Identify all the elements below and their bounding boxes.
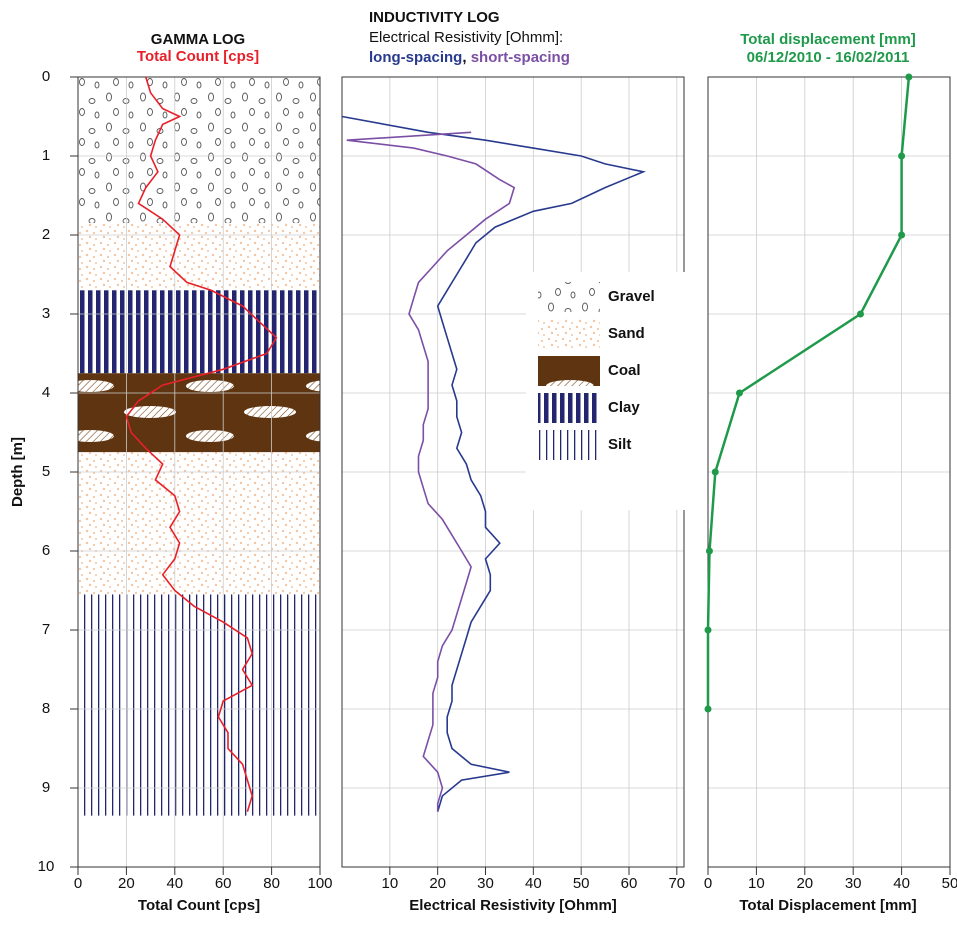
legend-label: Sand: [608, 325, 645, 342]
legend: long-spacing, short-spacing: [369, 49, 570, 66]
legend-swatch: [538, 393, 600, 423]
lithology-layer: [78, 452, 320, 595]
x-axis-label: Electrical Resistivity [Ohmm]: [409, 897, 617, 914]
x-tick-label: 0: [704, 875, 712, 892]
legend: Gravel Sand Coal Clay Silt: [526, 272, 686, 510]
grid: [70, 76, 951, 875]
point: [704, 705, 712, 713]
legend-label: Coal: [608, 362, 641, 379]
legend-label: Gravel: [608, 288, 655, 305]
y-tick-label: 8: [42, 700, 50, 717]
plot-frame: [707, 76, 951, 868]
y-axis-label: Depth [m]: [9, 437, 26, 507]
x-tick-label: 10: [381, 875, 398, 892]
y-tick-label: 9: [42, 779, 50, 796]
x-tick-label: 100: [307, 875, 332, 892]
lithology-layer: [78, 373, 320, 453]
y-tick-label: 4: [42, 384, 50, 401]
y-tick-label: 5: [42, 463, 50, 480]
point: [704, 626, 712, 634]
plot-frame: [77, 76, 321, 868]
x-tick-label: 20: [796, 875, 813, 892]
x-tick-label: 30: [845, 875, 862, 892]
point: [705, 547, 713, 555]
labels: GAMMA LOG Total Count [cps] INDUCTIVITY …: [9, 9, 957, 914]
legend-swatch: [538, 319, 600, 349]
x-tick-label: 40: [525, 875, 542, 892]
curves: [125, 73, 913, 812]
x-axis-label: Total Displacement [mm]: [739, 897, 916, 914]
chart-subtitle: 06/12/2010 - 16/02/2011: [747, 49, 910, 66]
x-tick-label: 40: [893, 875, 910, 892]
legend-label: long-spacing: [369, 49, 462, 66]
x-tick-label: 20: [118, 875, 135, 892]
point: [898, 152, 906, 160]
x-tick-label: 70: [668, 875, 685, 892]
series-line: [341, 115, 647, 812]
chart-title: INDUCTIVITY LOG: [369, 9, 500, 26]
lithology-layer: [78, 77, 320, 224]
separator: ,: [462, 49, 466, 66]
lithology-layer: [78, 594, 320, 816]
legend-label: Silt: [608, 436, 631, 453]
y-tick-label: 0: [42, 68, 50, 85]
point: [735, 389, 743, 397]
chart-title: Total displacement [mm]: [740, 31, 916, 48]
y-tick-label: 10: [38, 858, 55, 875]
x-tick-label: 50: [942, 875, 957, 892]
y-tick-label: 6: [42, 542, 50, 559]
x-axis-label: Total Count [cps]: [138, 897, 260, 914]
y-tick-label: 1: [42, 147, 50, 164]
legend-swatch: [538, 430, 600, 460]
legend-swatch: [538, 282, 600, 312]
x-tick-label: 60: [621, 875, 638, 892]
point: [898, 231, 906, 239]
x-tick-label: 80: [263, 875, 280, 892]
lithology-column: [78, 77, 320, 816]
x-tick-label: 40: [166, 875, 183, 892]
point: [856, 310, 864, 318]
x-tick-label: 0: [74, 875, 82, 892]
legend-swatch: [538, 356, 600, 386]
point: [711, 468, 719, 476]
y-tick-label: 2: [42, 226, 50, 243]
y-tick-label: 3: [42, 305, 50, 322]
lithology-layer: [78, 290, 320, 374]
series-line: [346, 131, 516, 812]
chart-subtitle: Electrical Resistivity [Ohmm]:: [369, 29, 563, 46]
legend-label: Clay: [608, 399, 640, 416]
lithology-layer: [78, 223, 320, 291]
series-name: Total Count [cps]: [137, 48, 259, 65]
legend-label: short-spacing: [471, 49, 570, 66]
x-tick-label: 20: [429, 875, 446, 892]
x-tick-label: 50: [573, 875, 590, 892]
point: [905, 73, 913, 81]
x-tick-label: 60: [215, 875, 232, 892]
x-tick-label: 30: [477, 875, 494, 892]
series-line: [125, 76, 278, 812]
chart-title: GAMMA LOG: [151, 31, 245, 48]
x-tick-label: 10: [748, 875, 765, 892]
y-tick-label: 7: [42, 621, 50, 638]
